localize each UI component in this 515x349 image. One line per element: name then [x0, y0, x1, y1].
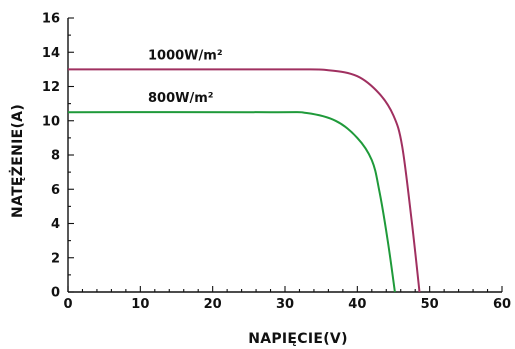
x-tick-label: 0 — [63, 297, 72, 312]
x-tick-label: 30 — [276, 297, 294, 312]
series-line-2 — [67, 111, 396, 293]
axes — [67, 18, 502, 293]
series-label-1: 1000W/m² — [148, 48, 223, 63]
y-tick-label: 8 — [51, 149, 60, 164]
y-tick-label: 12 — [42, 80, 60, 95]
y-axis-title: NATĘŻENIE(A) — [9, 104, 26, 218]
x-tick-label: 60 — [493, 297, 511, 312]
x-tick-label: 40 — [348, 297, 366, 312]
y-tick-label: 6 — [51, 183, 60, 198]
x-tick-label: 20 — [204, 297, 222, 312]
x-tick-label: 10 — [131, 297, 149, 312]
series-line-1 — [67, 68, 421, 293]
series-group: 1000W/m² 800W/m² — [67, 48, 421, 293]
y-tick-label: 4 — [51, 217, 60, 232]
y-tick-label: 10 — [42, 114, 60, 129]
y-tick-label: 16 — [42, 12, 60, 27]
y-tick-label: 2 — [51, 251, 60, 266]
x-axis-title: NAPIĘCIE(V) — [248, 331, 348, 347]
x-tick-label: 50 — [421, 297, 439, 312]
y-axis-ticks: 0 2 4 6 8 10 12 14 16 — [42, 12, 74, 301]
series-label-2: 800W/m² — [148, 91, 213, 106]
x-axis-ticks: 0 10 20 30 40 50 60 — [63, 286, 511, 312]
y-tick-label: 0 — [51, 286, 60, 301]
y-tick-label: 14 — [42, 46, 60, 61]
